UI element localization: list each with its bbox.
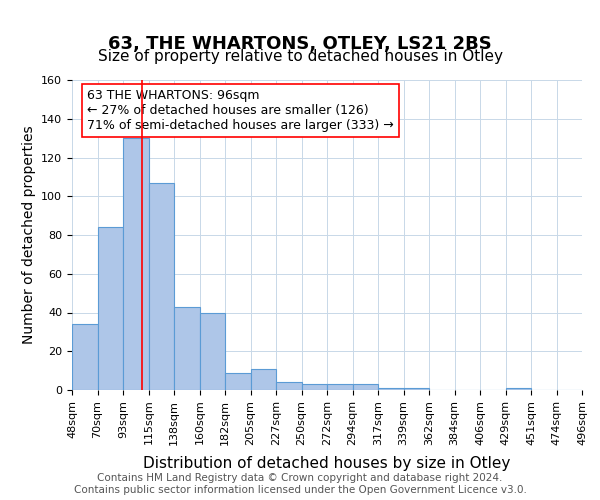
Text: 63, THE WHARTONS, OTLEY, LS21 2BS: 63, THE WHARTONS, OTLEY, LS21 2BS [108, 34, 492, 52]
Bar [404, 388, 429, 390]
Bar [72, 324, 97, 390]
Bar [505, 388, 531, 390]
Bar [251, 368, 276, 390]
Bar [174, 306, 199, 390]
Bar [353, 384, 378, 390]
Y-axis label: Number of detached properties: Number of detached properties [22, 126, 35, 344]
Text: Contains HM Land Registry data © Crown copyright and database right 2024.
Contai: Contains HM Land Registry data © Crown c… [74, 474, 526, 495]
Bar [123, 138, 149, 390]
Bar [302, 384, 327, 390]
Bar [225, 372, 251, 390]
Bar [97, 227, 123, 390]
Bar [149, 182, 174, 390]
Bar [276, 382, 302, 390]
Bar [199, 312, 225, 390]
Bar [327, 384, 353, 390]
Text: Size of property relative to detached houses in Otley: Size of property relative to detached ho… [97, 49, 503, 64]
Bar [378, 388, 404, 390]
X-axis label: Distribution of detached houses by size in Otley: Distribution of detached houses by size … [143, 456, 511, 471]
Text: 63 THE WHARTONS: 96sqm
← 27% of detached houses are smaller (126)
71% of semi-de: 63 THE WHARTONS: 96sqm ← 27% of detached… [88, 90, 394, 132]
